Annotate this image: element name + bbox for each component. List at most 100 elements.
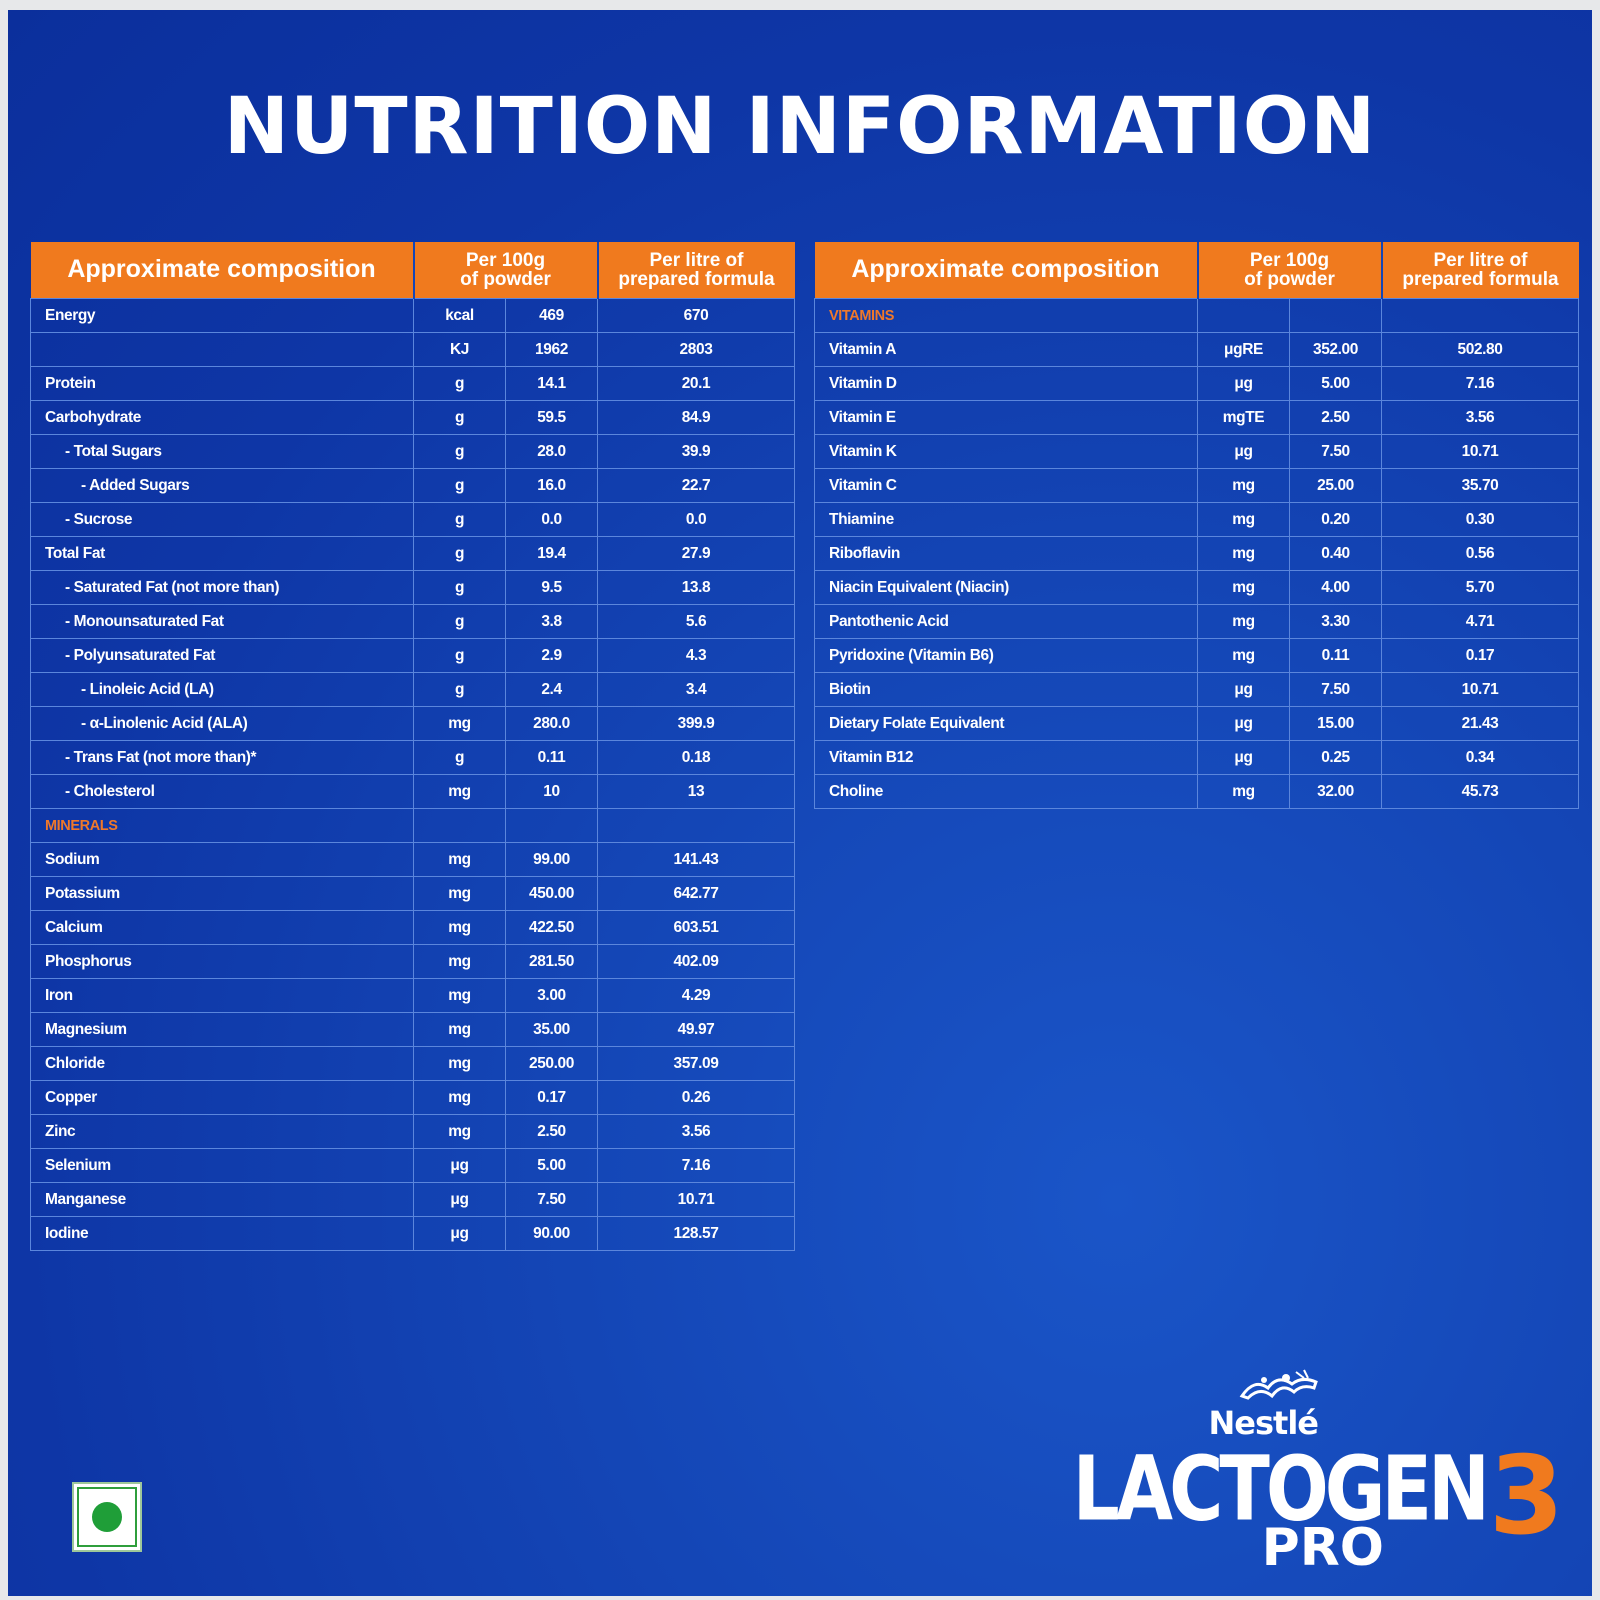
unit-cell: mg	[1197, 604, 1290, 639]
table-row: Phosphorus mg 281.50 402.09	[30, 944, 795, 979]
nutrient-name: - Monounsaturated Fat	[30, 604, 414, 639]
unit-cell: mg	[413, 774, 506, 809]
table-row: Iron mg 3.00 4.29	[30, 978, 795, 1013]
per-100g-value: 59.5	[505, 400, 598, 435]
table-header-row: Approximate composition Per 100g of powd…	[30, 242, 795, 299]
table-row: Manganese μg 7.50 10.71	[30, 1182, 795, 1217]
per-litre-value: 4.71	[1381, 604, 1579, 639]
unit-cell: g	[413, 740, 506, 775]
header-per-litre-line1: Per litre of	[1433, 249, 1528, 271]
table-row: - Linoleic Acid (LA) g 2.4 3.4	[30, 672, 795, 707]
per-100g-value: 3.8	[505, 604, 598, 639]
unit-cell: μg	[1197, 672, 1290, 707]
unit-cell: mg	[413, 706, 506, 741]
per-litre-value: 402.09	[597, 944, 795, 979]
table-row: Choline mg 32.00 45.73	[814, 774, 1579, 809]
per-100g-value: 7.50	[1289, 672, 1382, 707]
per-100g-value: 16.0	[505, 468, 598, 503]
nutrient-name: Iron	[30, 978, 414, 1013]
per-100g-value: 2.50	[1289, 400, 1382, 435]
nutrient-name: Vitamin A	[814, 332, 1198, 367]
per-100g-value: 9.5	[505, 570, 598, 605]
unit-cell: mg	[1197, 502, 1290, 537]
nutrient-name: Selenium	[30, 1148, 414, 1183]
per-litre-value: 642.77	[597, 876, 795, 911]
per-100g-value	[505, 808, 598, 843]
nutrient-name: Vitamin K	[814, 434, 1198, 469]
nutrient-name: Carbohydrate	[30, 400, 414, 435]
table-row: - Added Sugars g 16.0 22.7	[30, 468, 795, 503]
per-litre-value: 0.18	[597, 740, 795, 775]
per-litre-value: 10.71	[1381, 434, 1579, 469]
table-row: - Saturated Fat (not more than) g 9.5 13.8	[30, 570, 795, 605]
vegetarian-mark-border	[77, 1487, 137, 1547]
unit-cell	[413, 808, 506, 843]
nutrition-table-left: Approximate composition Per 100g of powd…	[30, 242, 795, 1251]
per-100g-value: 0.0	[505, 502, 598, 537]
brand-logo: Nestlé LACTOGEN 3 PRO	[1073, 1366, 1564, 1586]
per-100g-value: 2.4	[505, 672, 598, 707]
per-litre-value: 84.9	[597, 400, 795, 435]
per-100g-value: 90.00	[505, 1216, 598, 1251]
unit-cell: KJ	[413, 332, 506, 367]
table-row: Copper mg 0.17 0.26	[30, 1080, 795, 1115]
per-100g-value: 14.1	[505, 366, 598, 401]
unit-cell: g	[413, 366, 506, 401]
nest-logo-icon	[1239, 1369, 1318, 1400]
nutrient-name: - Added Sugars	[30, 468, 414, 503]
nutrient-name: Manganese	[30, 1182, 414, 1217]
per-100g-value: 4.00	[1289, 570, 1382, 605]
unit-cell: mg	[413, 876, 506, 911]
unit-cell: kcal	[413, 298, 506, 333]
page-title: NUTRITION INFORMATION	[223, 82, 1377, 172]
nutrient-name: Vitamin C	[814, 468, 1198, 503]
per-litre-value	[1381, 298, 1579, 333]
nutrient-name: Dietary Folate Equivalent	[814, 706, 1198, 741]
per-100g-value: 352.00	[1289, 332, 1382, 367]
brand-stage: 3	[1488, 1434, 1564, 1559]
nutrient-name: Potassium	[30, 876, 414, 911]
unit-cell: mg	[413, 1012, 506, 1047]
per-litre-value: 2803	[597, 332, 795, 367]
unit-cell: g	[413, 434, 506, 469]
per-litre-value: 35.70	[1381, 468, 1579, 503]
nutrient-name: VITAMINS	[814, 298, 1198, 333]
per-100g-value: 0.17	[505, 1080, 598, 1115]
per-100g-value: 280.0	[505, 706, 598, 741]
table-row: - α-Linolenic Acid (ALA) mg 280.0 399.9	[30, 706, 795, 741]
unit-cell: μg	[413, 1216, 506, 1251]
per-100g-value: 0.11	[1289, 638, 1382, 673]
nutrient-name	[30, 332, 414, 367]
per-litre-value: 5.6	[597, 604, 795, 639]
vegetarian-mark-icon	[72, 1482, 142, 1552]
nutrient-name: - Linoleic Acid (LA)	[30, 672, 414, 707]
unit-cell: mg	[413, 944, 506, 979]
nutrient-name: Pyridoxine (Vitamin B6)	[814, 638, 1198, 673]
per-100g-value: 0.40	[1289, 536, 1382, 571]
table-row: Chloride mg 250.00 357.09	[30, 1046, 795, 1081]
brand-company: Nestlé	[1208, 1404, 1319, 1442]
nutrient-name: - Trans Fat (not more than)*	[30, 740, 414, 775]
unit-cell: mg	[1197, 536, 1290, 571]
table-row: - Polyunsaturated Fat g 2.9 4.3	[30, 638, 795, 673]
per-litre-value: 22.7	[597, 468, 795, 503]
unit-cell: g	[413, 502, 506, 537]
unit-cell	[1197, 298, 1290, 333]
header-composition: Approximate composition	[814, 242, 1198, 299]
header-per-100g-line2: of powder	[1244, 269, 1335, 290]
unit-cell: μg	[1197, 740, 1290, 775]
table-row: Biotin μg 7.50 10.71	[814, 672, 1579, 707]
unit-cell: g	[413, 536, 506, 571]
table-row: Riboflavin mg 0.40 0.56	[814, 536, 1579, 571]
nutrient-name: Biotin	[814, 672, 1198, 707]
per-100g-value: 0.20	[1289, 502, 1382, 537]
per-100g-value: 19.4	[505, 536, 598, 571]
unit-cell: mg	[413, 842, 506, 877]
per-litre-value: 3.4	[597, 672, 795, 707]
per-litre-value: 4.3	[597, 638, 795, 673]
per-100g-value: 250.00	[505, 1046, 598, 1081]
per-100g-value: 1962	[505, 332, 598, 367]
header-per-100g-line2: of powder	[460, 269, 551, 290]
